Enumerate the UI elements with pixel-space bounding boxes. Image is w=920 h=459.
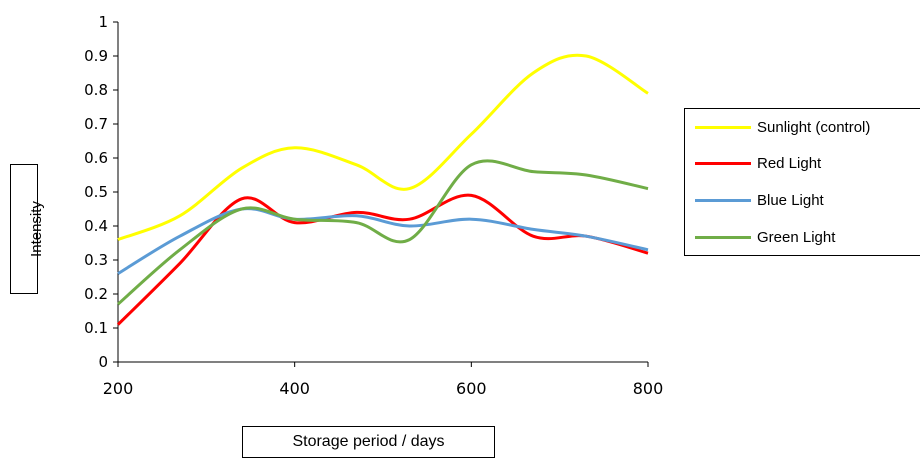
legend-item-red-light: Red Light	[695, 153, 821, 173]
y-tick-label: 0.9	[84, 47, 108, 65]
y-axis-label-box: Intensity	[10, 164, 45, 294]
y-tick-label: 0.7	[84, 115, 108, 133]
y-tick-label: 0.4	[84, 217, 108, 235]
legend-label-green-light: Green Light	[757, 228, 836, 246]
y-tick-label: 0.3	[84, 251, 108, 269]
y-tick-label: 0.6	[84, 149, 108, 167]
y-tick-label: 0.2	[84, 285, 108, 303]
x-tick-label: 200	[103, 379, 134, 398]
x-tick-label: 600	[456, 379, 487, 398]
x-tick-label: 800	[633, 379, 664, 398]
chart-axes: 0 0.1 0.2 0.3 0.4 0.5 0.6 0.7 0.8 0.9 1 200 400 600 80…	[84, 13, 663, 398]
x-tick-label: 400	[279, 379, 310, 398]
legend-item-blue-light: Blue Light	[695, 190, 824, 210]
series-line-green-light	[117, 159, 649, 306]
legend-swatch-red-light	[695, 161, 751, 165]
chart-legend: Sunlight (control) Red Light Blue Light …	[684, 108, 920, 256]
legend-swatch-blue-light	[695, 198, 751, 202]
series-line-blue-light	[117, 207, 649, 275]
legend-item-sunlight: Sunlight (control)	[695, 117, 870, 137]
y-tick-label: 0.5	[84, 183, 108, 201]
legend-swatch-sunlight	[695, 125, 751, 129]
y-tick-label: 0.8	[84, 81, 108, 99]
y-axis-label: Intensity	[28, 201, 45, 257]
chart-series	[116, 53, 649, 326]
legend-label-blue-light: Blue Light	[757, 191, 824, 209]
series-line-sunlight	[117, 53, 649, 242]
legend-label-red-light: Red Light	[757, 154, 822, 172]
y-tick-label: 1	[98, 13, 108, 31]
legend-label-sunlight: Sunlight (control)	[757, 118, 871, 136]
series-line-red-light	[116, 193, 649, 326]
y-tick-label: 0.1	[84, 319, 108, 337]
y-tick-label: 0	[98, 353, 108, 371]
legend-swatch-green-light	[695, 235, 751, 239]
legend-item-green-light: Green Light	[695, 227, 835, 247]
x-axis-label: Storage period / days	[242, 426, 495, 458]
